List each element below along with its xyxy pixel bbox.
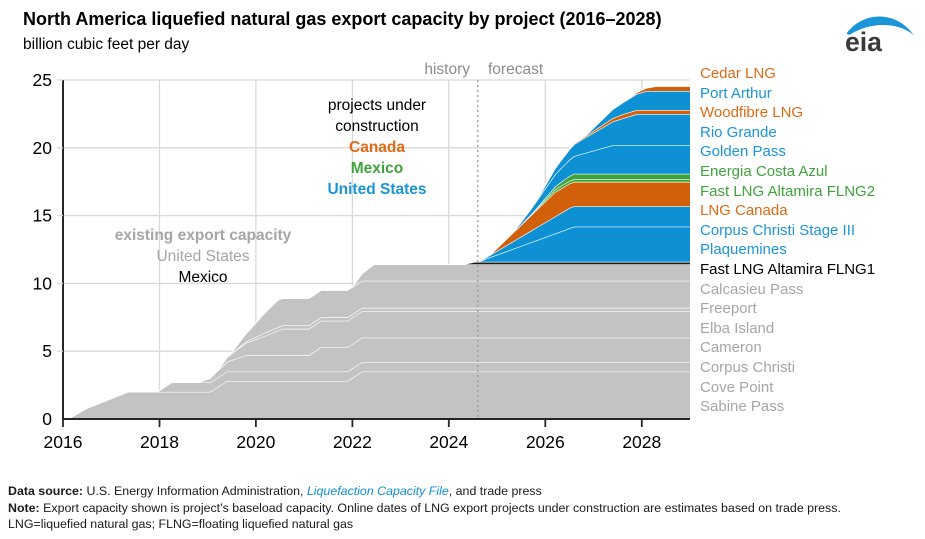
area-rio-grande <box>63 114 690 419</box>
eia-logo-text: eia <box>845 27 882 57</box>
eia-logo: eia <box>845 16 914 57</box>
legend-item-cameron: Cameron <box>700 339 762 357</box>
area-freeport <box>63 280 690 419</box>
legend-item-rio-grande: Rio Grande <box>700 123 777 141</box>
note-label: Note: <box>8 500 40 515</box>
page-title: North America liquefied natural gas expo… <box>23 9 662 29</box>
forecast-label: forecast <box>488 61 544 78</box>
x-tick-label-2018: 2018 <box>140 432 179 452</box>
area-cameron <box>63 311 690 419</box>
eia-swoosh-icon <box>846 16 914 35</box>
legend-item-port-arthur: Port Arthur <box>700 84 772 102</box>
annotation-projects-under-construction: projects under construction Canada Mexic… <box>297 95 457 200</box>
legend-item-golden-pass: Golden Pass <box>700 143 786 161</box>
annotation-existing-title: existing export capacity <box>114 227 292 244</box>
legend: Cedar LNG Port Arthur Woodfibre LNG Rio Gra… <box>700 64 925 417</box>
legend-item-corpus-christi: Corpus Christi <box>700 358 796 376</box>
note-line: Note: Export capacity shown is project’s… <box>8 500 923 517</box>
area-golden-pass <box>63 145 690 419</box>
legend-item-fast-lng-altamira-flng1: Fast LNG Altamira FLNG1 <box>700 260 876 278</box>
y-tick-label-10: 10 <box>33 273 53 293</box>
annotation-existing-capacity: existing export capacity United States M… <box>103 225 303 288</box>
legend-item-calcasieu-pass: Calcasieu Pass <box>700 280 804 298</box>
data-source-suffix: , and trade press <box>448 484 542 498</box>
x-tick-label-2028: 2028 <box>622 432 661 452</box>
legend-item-sabine-pass: Sabine Pass <box>700 398 785 416</box>
data-source-line: Data source: U.S. Energy Information Adm… <box>8 483 923 500</box>
x-tick-label-2016: 2016 <box>44 432 83 452</box>
legend-item-elba-island: Elba Island <box>700 319 775 337</box>
area-lng-canada <box>63 181 690 419</box>
legend-item-cedar-lng: Cedar LNG <box>700 65 776 82</box>
y-tick-label-0: 0 <box>42 409 52 429</box>
legend-item-fast-lng-altamira-flng2: Fast LNG Altamira FLNG2 <box>700 182 876 200</box>
area-calcasieu-pass <box>63 264 690 419</box>
liquefaction-capacity-file-link[interactable]: Liquefaction Capacity File <box>306 484 449 498</box>
y-tick-label-25: 25 <box>33 70 52 90</box>
legend-item-plaquemines: Plaquemines <box>700 241 787 259</box>
annotation-united-states: United States <box>327 181 427 198</box>
area-corpus-christi <box>63 337 690 419</box>
divider-freeport <box>228 280 690 356</box>
legend-item-woodfibre-lng: Woodfibre LNG <box>700 104 804 122</box>
y-tick-label-5: 5 <box>42 341 52 361</box>
area-sabine-pass <box>63 371 690 419</box>
legend-item-corpus-christi-stage-iii: Corpus Christi Stage III <box>700 221 856 239</box>
annotation-existing-us: United States <box>156 248 250 265</box>
data-source-text: U.S. Energy Information Administration, <box>83 484 307 498</box>
annotation-construction-text: projects under construction <box>327 97 427 135</box>
abbreviation-line: LNG=liquefied natural gas; FLNG=floating… <box>8 517 354 531</box>
y-tick-label-15: 15 <box>33 206 52 226</box>
legend-item-cove-point: Cove Point <box>700 378 774 396</box>
x-tick-label-2026: 2026 <box>526 432 565 452</box>
legend-item-energia-costa-azul: Energia Costa Azul <box>700 162 828 180</box>
legend-item-lng-canada: LNG Canada <box>700 202 788 220</box>
page-subtitle: billion cubic feet per day <box>23 36 190 53</box>
chart-area: 0 5 10 15 20 25 2016 2018 2020 2022 2024 2026 2028 <box>33 70 690 452</box>
x-tick-label-2022: 2022 <box>333 432 372 452</box>
x-tick-label-2024: 2024 <box>429 432 468 452</box>
area-plaquemines <box>63 226 690 419</box>
divider-cedar-lng <box>626 85 690 101</box>
history-label: history <box>424 61 470 78</box>
footer: Data source: U.S. Energy Information Adm… <box>8 483 923 533</box>
data-source-label: Data source: <box>8 484 84 498</box>
note-text: Export capacity shown is project’s basel… <box>39 500 841 515</box>
x-tick-label-2020: 2020 <box>236 432 275 452</box>
y-tick-label-20: 20 <box>33 138 53 158</box>
annotation-mexico: Mexico <box>350 160 404 177</box>
legend-item-freeport: Freeport <box>700 300 757 318</box>
annotation-existing-mexico: Mexico <box>178 269 228 286</box>
annotation-canada: Canada <box>349 139 405 156</box>
